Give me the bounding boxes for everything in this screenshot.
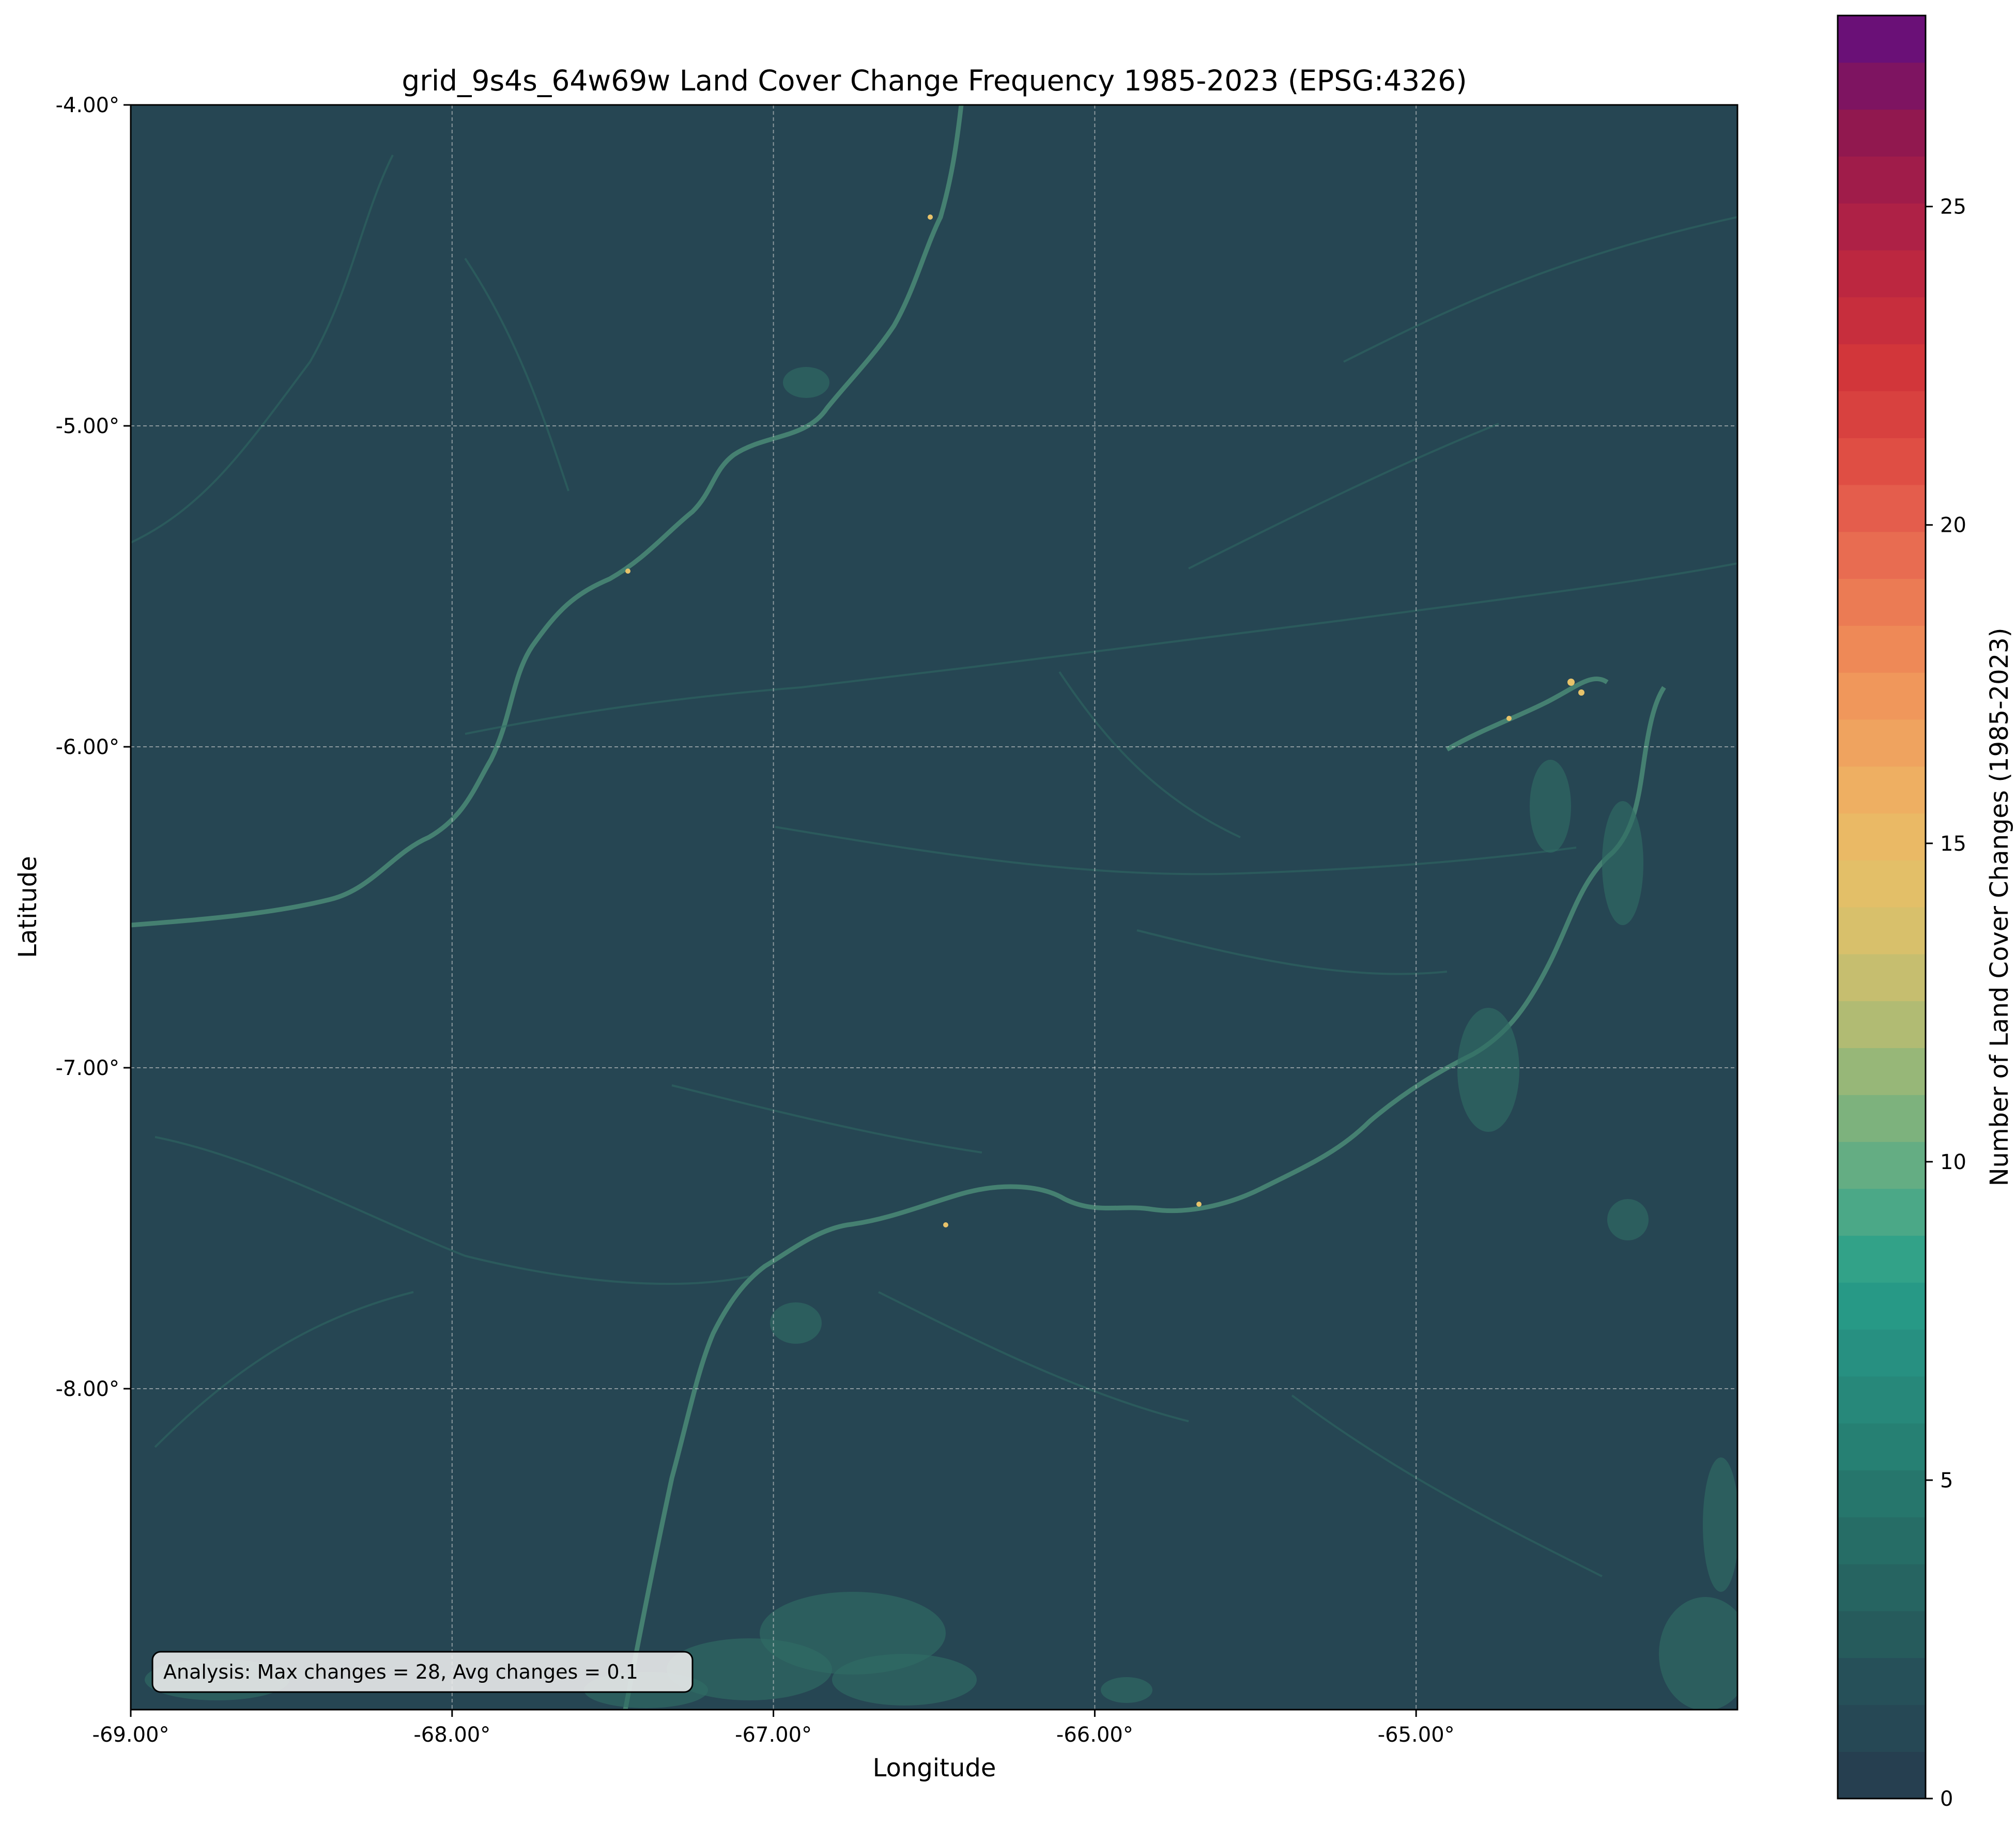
colorbar-bin: [1838, 109, 1926, 157]
colorbar-bin: [1838, 16, 1926, 63]
colorbar-bin: [1838, 1517, 1926, 1564]
colorbar-bins: [1838, 16, 1926, 1799]
river-south: [623, 686, 1666, 1710]
colorbar-bin: [1838, 860, 1926, 908]
colorbar-bin: [1838, 954, 1926, 1002]
y-tick-label: -7.00°: [56, 1056, 120, 1080]
colorbar: 0 5 10 15 20 25 Number of Land Cover Changes …: [1837, 14, 2014, 1811]
colorbar-bin: [1838, 1141, 1926, 1189]
colorbar-tick-label: 0: [1940, 1787, 1953, 1811]
y-tick-label: -6.00°: [56, 735, 120, 759]
x-tick-label: -67.00°: [735, 1723, 812, 1747]
y-tick-label: -4.00°: [56, 94, 120, 117]
colorbar-tick-label: 10: [1940, 1150, 1966, 1174]
colorbar-bin: [1838, 1657, 1926, 1706]
chart-title: grid_9s4s_64w69w Land Cover Change Frequ…: [402, 64, 1467, 97]
map-panel: Analysis: Max changes = 28, Avg changes …: [130, 104, 1738, 1711]
colorbar-bin: [1838, 1564, 1926, 1611]
gridlines: [131, 105, 1737, 1710]
colorbar-bin: [1838, 1329, 1926, 1377]
colorbar-bin: [1838, 1423, 1926, 1471]
colorbar-bin: [1838, 719, 1926, 767]
colorbar-bin: [1838, 62, 1926, 110]
colorbar-bin: [1838, 1752, 1926, 1799]
y-tick-label: -8.00°: [56, 1377, 120, 1401]
x-axis-label: Longitude: [873, 1754, 996, 1783]
colorbar-bin: [1838, 1095, 1926, 1142]
colorbar-bin: [1838, 156, 1926, 204]
x-axis-ticks: -69.00° -68.00° -67.00° -66.00° -65.00°: [93, 1710, 1455, 1747]
colorbar-bin: [1838, 1376, 1926, 1424]
x-tick-label: -68.00°: [413, 1723, 490, 1747]
colorbar-bin: [1838, 1282, 1926, 1330]
analysis-annotation: Analysis: Max changes = 28, Avg changes …: [151, 1651, 694, 1693]
colorbar-bin: [1838, 438, 1926, 485]
hotspot-points: [625, 214, 1584, 1227]
colorbar-tick-label: 15: [1940, 832, 1966, 856]
tributaries: [131, 155, 1737, 1577]
map-frame: [130, 104, 1738, 1711]
colorbar-bin: [1838, 578, 1926, 626]
colorbar-bin: [1838, 907, 1926, 955]
colorbar-bin: [1838, 1470, 1926, 1517]
colorbar-bin: [1838, 391, 1926, 438]
y-axis-label: Latitude: [13, 856, 42, 958]
annotation-text: Analysis: Max changes = 28, Avg changes …: [163, 1661, 638, 1683]
colorbar-bin: [1838, 1048, 1926, 1095]
y-tick-label: -5.00°: [56, 414, 120, 438]
colorbar-ticks: 0 5 10 15 20 25: [1926, 195, 1966, 1811]
colorbar-bin: [1838, 344, 1926, 391]
colorbar-bin: [1838, 484, 1926, 532]
colorbar-tick-label: 25: [1940, 195, 1966, 219]
river-east: [1445, 677, 1609, 751]
colorbar-bin: [1838, 766, 1926, 814]
x-tick-label: -65.00°: [1378, 1723, 1455, 1747]
annotation-box: [151, 1651, 694, 1693]
x-tick-label: -66.00°: [1056, 1723, 1133, 1747]
colorbar-bin: [1838, 1704, 1926, 1752]
colorbar-tick-label: 20: [1940, 514, 1966, 537]
colorbar-bin: [1838, 1235, 1926, 1283]
colorbar-bin: [1838, 813, 1926, 861]
river-northwest: [131, 105, 964, 928]
x-tick-label: -69.00°: [93, 1723, 170, 1747]
colorbar-frame: [1837, 14, 1927, 1800]
colorbar-bin: [1838, 297, 1926, 345]
colorbar-bin: [1838, 672, 1926, 720]
colorbar-bin: [1838, 625, 1926, 673]
colorbar-bin: [1838, 1188, 1926, 1236]
colorbar-bin: [1838, 250, 1926, 298]
map-background: [131, 105, 1737, 1710]
colorbar-bin: [1838, 1610, 1926, 1658]
colorbar-bin: [1838, 1001, 1926, 1048]
colorbar-bin: [1838, 531, 1926, 579]
colorbar-bin: [1838, 203, 1926, 251]
colorbar-tick-label: 5: [1940, 1469, 1953, 1493]
y-axis-ticks: -4.00° -5.00° -6.00° -7.00° -8.00°: [56, 94, 131, 1401]
colorbar-label: Number of Land Cover Changes (1985-2023): [1985, 628, 2014, 1187]
